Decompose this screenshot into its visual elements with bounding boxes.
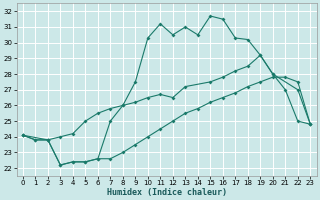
- X-axis label: Humidex (Indice chaleur): Humidex (Indice chaleur): [107, 188, 227, 197]
